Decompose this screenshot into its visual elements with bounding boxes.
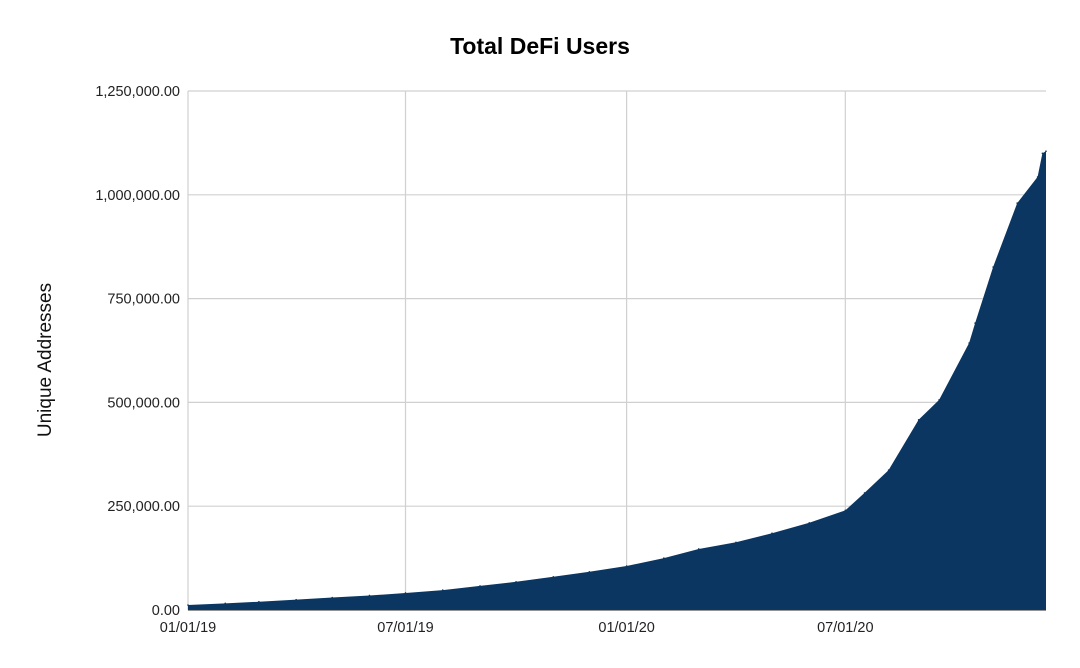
y-axis-label: Unique Addresses [35,283,56,437]
data-point [258,600,260,603]
y-tick-label: 0.00 [152,603,180,619]
x-tick-label: 01/01/19 [160,620,216,636]
y-tick-label: 1,000,000.00 [95,188,180,204]
data-point [938,399,940,401]
y-axis-ticks: 0.00 250,000.00 500,000.00 750,000.00 1,000,… [95,84,180,619]
x-axis-ticks: 01/01/19 07/01/19 01/01/20 07/01/20 [160,620,874,636]
data-point [771,532,773,534]
data-point [917,419,920,421]
data-point [441,589,444,591]
data-point [295,598,297,601]
data-point [625,565,628,567]
data-point [331,596,334,599]
area-fill [188,151,1046,610]
data-point [404,592,407,594]
data-point [552,575,555,578]
chart-title: Total DeFi Users [450,33,630,59]
data-point [588,571,591,573]
data-point [187,604,189,606]
data-point [224,602,227,605]
data-point [992,266,994,268]
y-tick-label: 750,000.00 [107,292,180,308]
y-tick-label: 1,250,000.00 [95,84,180,100]
data-point [808,522,811,524]
data-point [844,509,847,512]
data-point [1045,150,1047,153]
data-point [735,541,737,544]
data-point [974,322,976,324]
data-point [1041,152,1044,155]
x-tick-label: 01/01/20 [598,620,654,636]
data-point [515,580,517,583]
x-tick-label: 07/01/20 [817,620,873,636]
data-point [697,548,700,550]
data-point [368,594,371,597]
data-point [479,585,481,587]
area-series [187,150,1047,611]
y-tick-label: 500,000.00 [107,395,180,411]
data-point [887,469,890,471]
y-tick-label: 250,000.00 [107,499,180,515]
data-point [968,342,970,344]
data-point [1016,202,1018,204]
data-point [863,492,866,494]
data-point [1036,176,1039,178]
data-point [663,557,665,559]
x-tick-label: 07/01/19 [377,620,433,636]
